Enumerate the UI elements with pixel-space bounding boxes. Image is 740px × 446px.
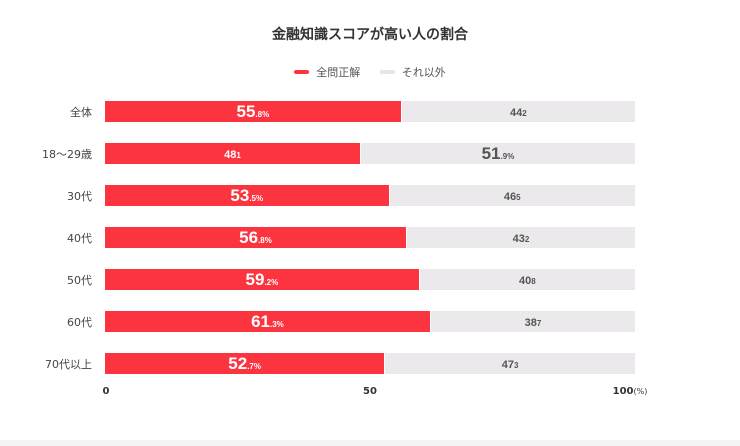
legend-label: 全問正解 [316,66,361,79]
category-label: 70代以上 [45,358,92,371]
data-label: 473 [502,355,519,373]
data-label-int: 53 [230,185,250,205]
data-label-dec: 3 [514,360,519,370]
data-label-int: 44 [510,106,523,119]
category-label: 50代 [67,274,92,287]
data-label-dec: .2% [264,277,279,287]
bar-row: 18〜29歳 481 51.9% [0,143,740,164]
data-label-int: 38 [524,316,537,329]
data-label-int: 55 [236,101,256,121]
data-label-dec: .8% [255,109,270,119]
bar-other: 408 [419,269,635,290]
data-label-int: 61 [251,311,270,331]
bar-other: 51.9% [360,143,635,164]
category-label: 18〜29歳 [42,148,92,161]
x-tick: 100(%) [613,386,648,397]
data-label: 408 [519,271,536,289]
data-label: 61.3% [251,312,284,332]
legend-label: それ以外 [401,66,446,79]
data-label: 481 [224,145,241,163]
data-label-dec: .7% [247,361,261,371]
bar-row: 全体 55.8% 442 [0,101,740,122]
data-label: 387 [525,313,542,331]
legend-swatch [294,70,310,74]
category-label: 30代 [67,190,92,203]
data-label: 53.5% [230,186,263,206]
data-label-int: 46 [503,190,517,203]
data-label-int: 48 [224,148,237,161]
data-label-dec: 7 [536,318,542,328]
data-label: 56.8% [239,228,272,248]
chart-title: 金融知識スコアが高い人の割合 [272,27,468,43]
bar-other: 432 [407,227,635,248]
data-label-int: 40 [519,274,532,287]
bar-row: 50代 59.2% 408 [0,269,740,290]
category-label: 40代 [67,232,92,245]
bar-other: 465 [389,185,635,206]
data-label-int: 47 [501,358,515,371]
bar-correct: 53.5% [105,185,389,206]
bar-row: 40代 56.8% 432 [0,227,740,248]
bar-row: 30代 53.5% 465 [0,185,740,206]
data-label: 52.7% [228,354,261,374]
bar-row: 70代以上 52.7% 473 [0,353,740,374]
bar-correct: 481 [105,143,360,164]
legend-swatch [379,70,395,74]
bar-correct: 59.2% [105,269,419,290]
data-label: 442 [510,103,527,121]
bar-correct: 56.8% [105,227,407,248]
data-label: 59.2% [246,270,279,290]
data-label-dec: .5% [249,193,264,203]
data-label-int: 43 [512,232,525,245]
x-tick: 50 [363,386,377,397]
data-label: 55.8% [237,102,270,122]
data-label: 51.9% [482,144,515,164]
x-tick-label: 100 [612,386,634,397]
data-label-dec: .8% [258,235,272,245]
data-label-dec: 2 [524,234,530,244]
data-label-int: 59 [245,269,265,289]
category-label: 60代 [67,316,92,329]
legend-item-correct: 全問正解 [294,64,360,80]
data-label-dec: 5 [516,192,521,202]
data-label: 432 [513,229,530,247]
x-unit: (%) [633,387,648,396]
bar-row: 60代 61.3% 387 [0,311,740,332]
data-label-dec: 8 [531,276,536,286]
bar-other: 473 [385,353,635,374]
bar-correct: 52.7% [105,353,385,374]
bar-correct: 61.3% [105,311,430,332]
x-tick: 0 [102,386,110,397]
legend-item-other: それ以外 [379,64,446,80]
data-label-dec: .9% [500,151,515,161]
bar-correct: 55.8% [105,101,401,122]
data-label-int: 52 [228,353,248,373]
bar-other: 442 [401,101,635,122]
data-label-dec: 2 [522,108,527,118]
bar-other: 387 [430,311,635,332]
data-label: 465 [504,187,521,205]
data-label-int: 51 [481,143,501,163]
data-label-dec: 1 [236,150,241,160]
data-label-int: 56 [239,227,259,247]
category-label: 全体 [70,106,92,119]
data-label-dec: .3% [270,319,284,329]
legend: 全問正解 それ以外 [0,64,740,80]
